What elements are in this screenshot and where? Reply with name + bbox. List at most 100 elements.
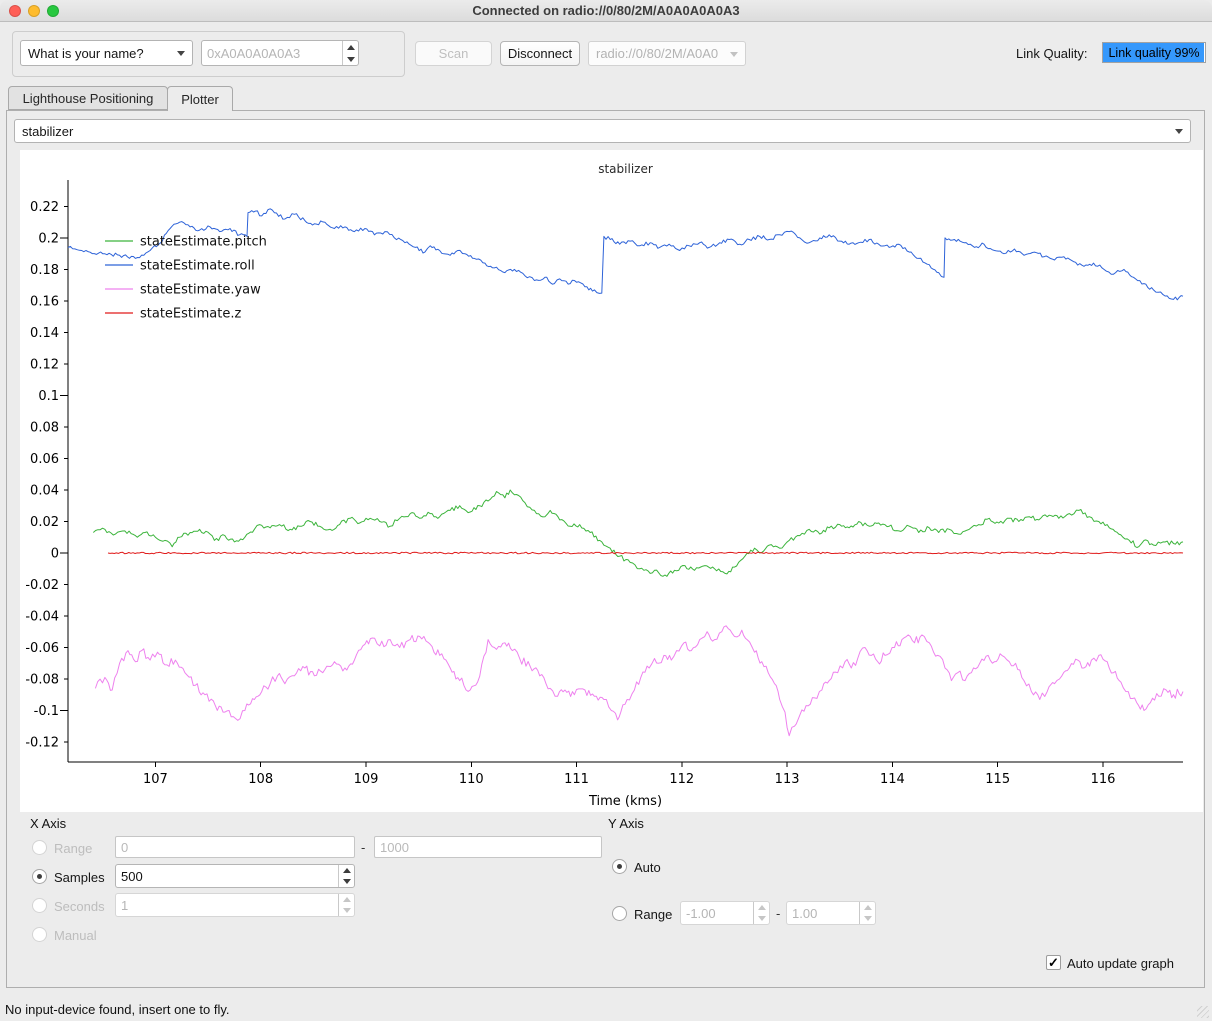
- spin-down-icon: [754, 913, 769, 924]
- auto-update-label: Auto update graph: [1067, 956, 1174, 971]
- chart-title: stabilizer: [598, 162, 653, 176]
- y-range-to-input: [787, 902, 859, 924]
- svg-text:107: 107: [143, 772, 168, 787]
- y-range-from-spin-buttons: [753, 902, 769, 924]
- y-range-from-input: [681, 902, 753, 924]
- address-preset-combobox[interactable]: What is your name?: [20, 40, 193, 66]
- stabilizer-chart: 0.220.20.180.160.140.120.10.080.060.040.…: [20, 150, 1203, 812]
- y-axis-section-title: Y Axis: [608, 816, 644, 831]
- y-range-from-spinbox: [680, 901, 770, 925]
- address-preset-value: What is your name?: [28, 46, 144, 61]
- x-axis-title: Time (kms): [588, 794, 662, 809]
- spin-down-icon: [339, 905, 354, 916]
- y-range-radio[interactable]: [612, 906, 627, 921]
- spin-up-icon[interactable]: [339, 865, 354, 876]
- x-seconds-label: Seconds: [54, 899, 105, 914]
- y-auto-radio[interactable]: [612, 859, 627, 874]
- range-dash: -: [361, 840, 365, 855]
- x-range-to-input: [374, 836, 602, 858]
- x-samples-spinbox[interactable]: [115, 864, 355, 888]
- x-manual-radio: [32, 927, 47, 942]
- svg-text:-0.08: -0.08: [25, 673, 59, 688]
- svg-text:0.08: 0.08: [30, 421, 59, 436]
- series-stateEstimate.pitch: [93, 490, 1183, 576]
- y-range-to-spin-buttons: [859, 902, 875, 924]
- address-spinbox[interactable]: [201, 40, 359, 66]
- svg-text:0: 0: [51, 547, 59, 562]
- tab-plotter[interactable]: Plotter: [167, 86, 233, 111]
- svg-text:113: 113: [775, 772, 800, 787]
- x-samples-spin-buttons[interactable]: [338, 865, 354, 887]
- disconnect-button[interactable]: Disconnect: [500, 41, 580, 66]
- x-range-radio: [32, 840, 47, 855]
- stabilizer-plot-canvas: 0.220.20.180.160.140.120.10.080.060.040.…: [20, 150, 1203, 812]
- svg-text:-0.02: -0.02: [25, 578, 59, 593]
- address-input[interactable]: [202, 41, 342, 65]
- svg-text:-0.12: -0.12: [25, 736, 59, 751]
- x-samples-label: Samples: [54, 870, 105, 885]
- x-manual-label: Manual: [54, 928, 97, 943]
- spin-up-icon: [339, 894, 354, 905]
- auto-update-checkbox[interactable]: [1046, 955, 1061, 970]
- x-axis-section-title: X Axis: [30, 816, 66, 831]
- svg-text:0.06: 0.06: [30, 452, 59, 467]
- x-seconds-spin-buttons: [338, 894, 354, 916]
- spin-down-icon[interactable]: [343, 53, 358, 65]
- svg-text:111: 111: [564, 772, 589, 787]
- svg-text:-0.06: -0.06: [25, 641, 59, 656]
- link-quality-label: Link Quality:: [1016, 46, 1088, 61]
- x-seconds-input: [116, 894, 338, 916]
- resize-grip-icon[interactable]: [1197, 1006, 1209, 1018]
- x-range-label: Range: [54, 841, 92, 856]
- plot-selector-value: stabilizer: [22, 124, 73, 139]
- svg-text:115: 115: [985, 772, 1010, 787]
- svg-text:108: 108: [248, 772, 273, 787]
- x-samples-radio[interactable]: [32, 869, 47, 884]
- chevron-down-icon: [1175, 129, 1183, 134]
- statusbar-message: No input-device found, insert one to fly…: [5, 1002, 230, 1017]
- svg-text:112: 112: [669, 772, 694, 787]
- legend-item-label: stateEstimate.roll: [140, 259, 255, 274]
- x-samples-input[interactable]: [116, 865, 338, 887]
- legend-item-label: stateEstimate.pitch: [140, 235, 267, 250]
- chevron-down-icon: [730, 52, 738, 57]
- chevron-down-icon: [177, 51, 185, 56]
- svg-text:0.02: 0.02: [30, 515, 59, 530]
- spin-up-icon: [860, 902, 875, 913]
- interface-combobox: radio://0/80/2M/A0A0: [588, 41, 746, 66]
- app-window: Connected on radio://0/80/2M/A0A0A0A0A3 …: [0, 0, 1212, 1021]
- svg-text:114: 114: [880, 772, 905, 787]
- svg-text:0.12: 0.12: [30, 357, 59, 372]
- window-title: Connected on radio://0/80/2M/A0A0A0A0A3: [0, 0, 1212, 21]
- interface-value: radio://0/80/2M/A0A0: [596, 46, 718, 61]
- series-stateEstimate.yaw: [95, 626, 1183, 736]
- x-range-from-input: [115, 836, 355, 858]
- svg-text:0.14: 0.14: [30, 326, 59, 341]
- svg-text:-0.04: -0.04: [25, 610, 59, 625]
- svg-text:-0.1: -0.1: [34, 704, 59, 719]
- svg-text:0.04: 0.04: [30, 484, 59, 499]
- y-range-label: Range: [634, 907, 672, 922]
- svg-text:0.18: 0.18: [30, 263, 59, 278]
- address-spin-buttons[interactable]: [342, 41, 358, 65]
- svg-text:0.16: 0.16: [30, 294, 59, 309]
- series-stateEstimate.z: [108, 552, 1183, 554]
- y-range-to-spinbox: [786, 901, 876, 925]
- svg-text:0.2: 0.2: [38, 231, 59, 246]
- spin-up-icon[interactable]: [343, 41, 358, 53]
- spin-down-icon[interactable]: [339, 876, 354, 887]
- legend: stateEstimate.pitchstateEstimate.rollsta…: [105, 235, 267, 322]
- link-quality-progressbar: Link quality 99%: [1102, 42, 1206, 63]
- plot-selector-combobox[interactable]: stabilizer: [14, 119, 1191, 143]
- titlebar: Connected on radio://0/80/2M/A0A0A0A0A3: [0, 0, 1212, 22]
- range-dash: -: [776, 906, 780, 921]
- svg-text:116: 116: [1091, 772, 1116, 787]
- svg-text:109: 109: [354, 772, 379, 787]
- x-seconds-spinbox: [115, 893, 355, 917]
- svg-text:0.22: 0.22: [30, 200, 59, 215]
- tab-lighthouse-positioning[interactable]: Lighthouse Positioning: [8, 86, 168, 110]
- y-auto-label: Auto: [634, 860, 661, 875]
- x-seconds-radio: [32, 898, 47, 913]
- spin-down-icon: [860, 913, 875, 924]
- spin-up-icon: [754, 902, 769, 913]
